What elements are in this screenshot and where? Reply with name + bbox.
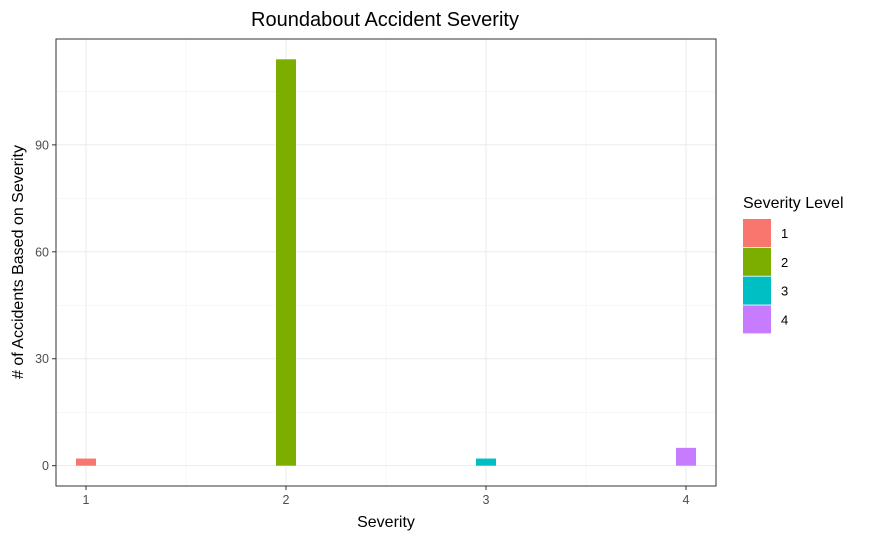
legend-label: 4 bbox=[781, 312, 788, 327]
bar-severity-1 bbox=[76, 458, 96, 466]
chart-title: Roundabout Accident Severity bbox=[251, 9, 519, 31]
legend-title: Severity Level bbox=[743, 195, 844, 212]
legend-key-4 bbox=[743, 305, 771, 334]
legend-items: 1 2 3 4 bbox=[743, 219, 788, 334]
bar-severity-2 bbox=[276, 59, 296, 466]
x-axis: 1 2 3 4 bbox=[83, 486, 690, 507]
x-axis-title: Severity bbox=[357, 514, 415, 531]
y-tick-label: 30 bbox=[35, 352, 49, 366]
legend: Severity Level 1 2 3 4 bbox=[743, 195, 844, 334]
y-tick-label: 0 bbox=[42, 459, 49, 473]
x-tick-label: 4 bbox=[683, 493, 690, 507]
bars bbox=[76, 59, 696, 466]
y-tick-label: 60 bbox=[35, 245, 49, 259]
y-axis: 0 30 60 90 bbox=[35, 138, 56, 473]
y-axis-title: # of Accidents Based on Severity bbox=[10, 145, 27, 379]
panel-border bbox=[55, 38, 717, 487]
legend-key-2 bbox=[743, 247, 771, 276]
x-tick-label: 1 bbox=[83, 493, 90, 507]
legend-label: 3 bbox=[781, 284, 788, 299]
x-tick-label: 3 bbox=[483, 493, 490, 507]
legend-label: 2 bbox=[781, 255, 788, 270]
grid bbox=[56, 39, 716, 486]
bar-severity-4 bbox=[676, 447, 696, 466]
x-tick-label: 2 bbox=[283, 493, 290, 507]
legend-key-1 bbox=[743, 219, 771, 247]
bar-severity-3 bbox=[476, 458, 496, 466]
legend-label: 1 bbox=[781, 226, 788, 241]
y-tick-label: 90 bbox=[35, 138, 49, 152]
legend-key-3 bbox=[743, 276, 771, 305]
